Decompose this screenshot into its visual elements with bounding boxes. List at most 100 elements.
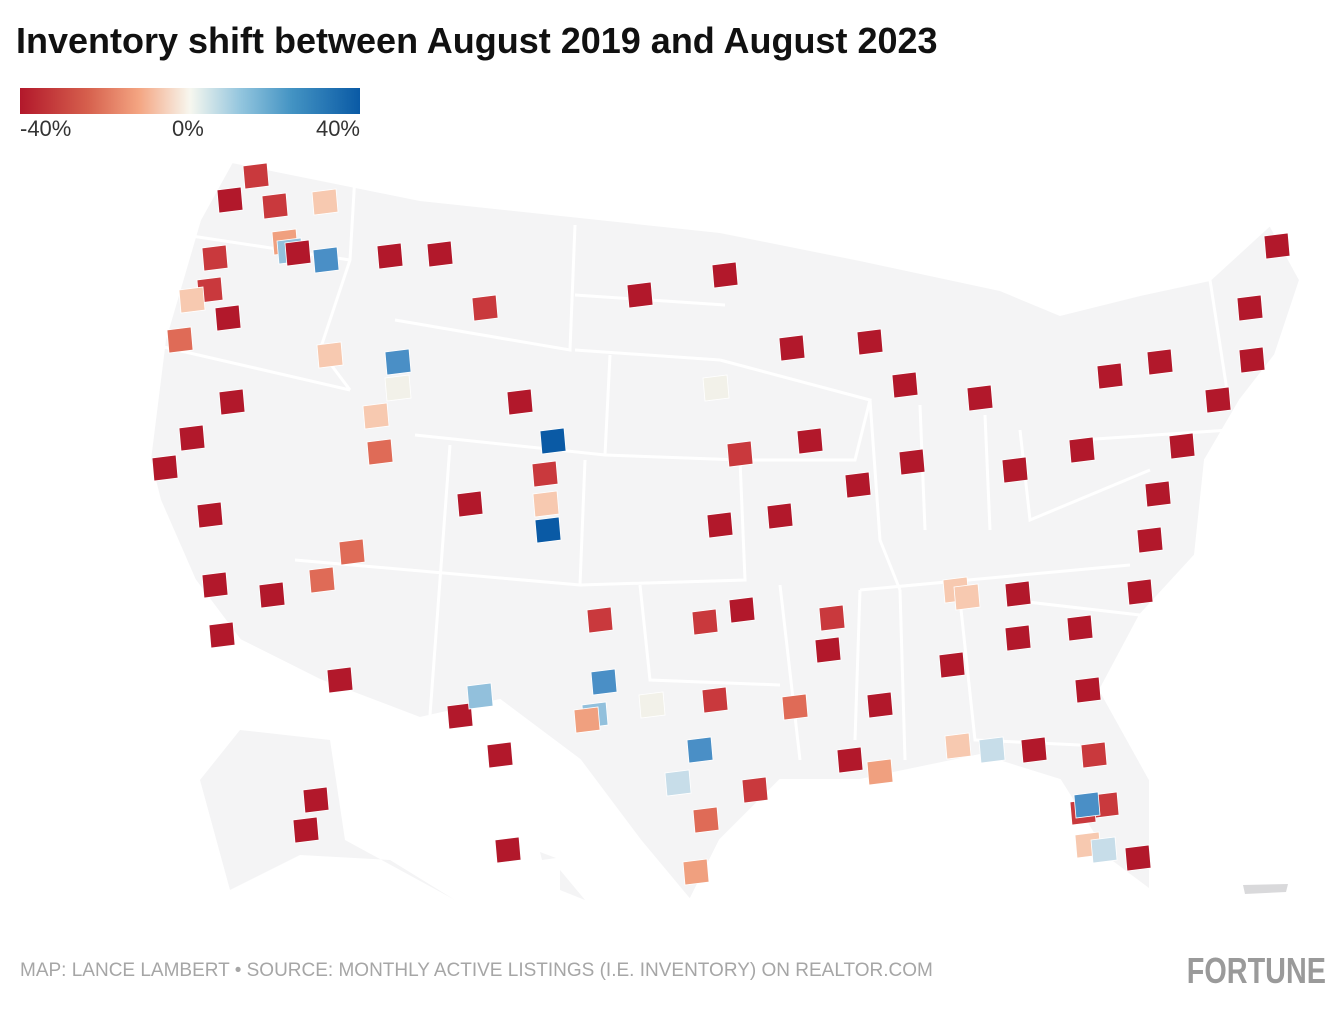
metro-region-pocatello-area[interactable]: Pocatello area: 3% [384, 374, 412, 402]
border-east [1009, 279, 1232, 617]
metro-region-honolulu-area[interactable]: Honolulu area: -40% [494, 836, 522, 864]
metro-region-anchorage-area[interactable]: Anchorage area: -40% [292, 816, 320, 844]
metro-region-sioux-falls-area[interactable]: Sioux Falls area: 3% [702, 374, 730, 402]
metro-region-boise-area[interactable]: Boise area: -8% [316, 341, 344, 369]
metro-region-chattanooga-area[interactable]: Chattanooga area: -12% [953, 583, 981, 611]
metro-region-fairbanks-area[interactable]: Fairbanks area: -40% [302, 786, 330, 814]
metro-region-atlanta-area[interactable]: Atlanta area: -40% [1004, 624, 1032, 652]
metro-region-new-york-area[interactable]: New York area: -40% [1204, 386, 1232, 414]
metro-region-kansas-city-area[interactable]: Kansas City area: -40% [766, 502, 794, 530]
metro-region-bend-area[interactable]: Bend area: -40% [214, 304, 242, 332]
metro-region-pittsburgh-area[interactable]: Pittsburgh area: -40% [1068, 436, 1096, 464]
metro-region-spokane-area[interactable]: Spokane area: -8% [311, 188, 339, 216]
metro-region-jacksonville-area[interactable]: Jacksonville area: -35% [1080, 741, 1108, 769]
metro-region-boston-area[interactable]: Boston area: -40% [1238, 346, 1266, 374]
metro-region-sacramento-area[interactable]: Sacramento area: -40% [178, 424, 206, 452]
metro-region-grand-junction-area[interactable]: Grand Junction area: -40% [456, 490, 484, 518]
metro-region-detroit-area[interactable]: Detroit area: -40% [966, 384, 994, 412]
metro-region-milwaukee-area[interactable]: Milwaukee area: -40% [856, 328, 884, 356]
metro-region-shreveport-area[interactable]: Shreveport area: -25% [781, 693, 809, 721]
metro-region-pueblo-area[interactable]: Pueblo area: 40% [534, 516, 562, 544]
metro-region-salt-lake-city-area[interactable]: Salt Lake City area: -8% [362, 402, 390, 430]
metro-region-reno-area[interactable]: Reno area: -40% [218, 388, 246, 416]
metro-region-tallahassee-area[interactable]: Tallahassee area: -40% [1020, 736, 1048, 764]
metro-region-medford-area[interactable]: Medford area: -25% [166, 326, 194, 354]
metro-region-des-moines-area[interactable]: Des Moines area: -40% [796, 427, 824, 455]
metro-region-missoula-area[interactable]: Missoula area: -40% [376, 242, 404, 270]
metro-region-philadelphia-area[interactable]: Philadelphia area: -40% [1168, 432, 1196, 460]
metro-region-lubbock-area[interactable]: Lubbock area: 28% [590, 668, 618, 696]
metro-region-new-orleans-area[interactable]: New Orleans area: -15% [866, 758, 894, 786]
metro-region-raleigh-area[interactable]: Raleigh area: -40% [1126, 578, 1154, 606]
metro-region-mobile-area[interactable]: Mobile area: -10% [944, 732, 972, 760]
metro-region-memphis-area[interactable]: Memphis area: -30% [818, 604, 846, 632]
metro-region-seattle-tacoma-area[interactable]: Seattle-Tacoma area: -40% [216, 186, 244, 214]
metro-region-albany-area[interactable]: Albany area: -40% [1146, 348, 1174, 376]
metro-region-st-louis-area[interactable]: St. Louis area: -40% [844, 471, 872, 499]
metro-region-brownsville-area[interactable]: Brownsville area: -15% [682, 858, 710, 886]
metro-region-baton-rouge-area[interactable]: Baton Rouge area: -40% [836, 746, 864, 774]
metro-region-birmingham-area[interactable]: Birmingham area: -40% [938, 651, 966, 679]
metro-region-odessa-area[interactable]: Odessa area: -18% [573, 706, 601, 734]
metro-region-chicago-area[interactable]: Chicago area: -40% [891, 371, 919, 399]
metro-region-idaho-falls-area[interactable]: Idaho Falls area: 35% [384, 348, 412, 376]
metro-region-cape-coral-area[interactable]: Cape Coral area: 10% [1090, 836, 1118, 864]
metro-region-st-george-area[interactable]: St. George area: -25% [338, 538, 366, 566]
metro-region-portland-area[interactable]: Portland area: -30% [201, 244, 229, 272]
metro-region-tulsa-area[interactable]: Tulsa area: -40% [728, 596, 756, 624]
metro-region-moscow-pullman-area[interactable]: Moscow-Pullman area: 35% [312, 246, 340, 274]
metro-region-oklahoma-city-area[interactable]: Oklahoma City area: -30% [691, 608, 719, 636]
metro-region-bellingham-area[interactable]: Bellingham area: -30% [242, 162, 270, 190]
metro-region-washington-dc-area[interactable]: Washington DC area: -40% [1144, 480, 1172, 508]
metro-region-san-francisco-bay-area[interactable]: San Francisco Bay area: -40% [151, 454, 179, 482]
metro-region-provo-area[interactable]: Provo area: -22% [366, 438, 394, 466]
metro-region-fargo-area[interactable]: Fargo area: -40% [711, 261, 739, 289]
metro-region-charlotte-area[interactable]: Charlotte area: -40% [1066, 614, 1094, 642]
metro-region-fresno-area[interactable]: Fresno area: -40% [196, 501, 224, 529]
metro-region-lewiston-area[interactable]: Lewiston area: -40% [284, 239, 312, 267]
metro-region-denver-area[interactable]: Denver area: -30% [531, 460, 559, 488]
metro-region-minneapolis-area[interactable]: Minneapolis area: -40% [778, 334, 806, 362]
metro-region-wenatchee-area[interactable]: Wenatchee area: -30% [261, 192, 289, 220]
legend-gradient-bar [20, 88, 360, 114]
metro-region-bangor-area[interactable]: Bangor area: -40% [1263, 232, 1291, 260]
metro-region-eugene-area[interactable]: Eugene area: -10% [178, 286, 206, 314]
metro-region-great-falls-area[interactable]: Great Falls area: -40% [426, 240, 454, 268]
metro-region-phoenix-area[interactable]: Phoenix area: -40% [258, 581, 286, 609]
metro-region-austin-area[interactable]: Austin area: 28% [686, 736, 714, 764]
metro-region-little-rock-area[interactable]: Little Rock area: -40% [814, 636, 842, 664]
alaska-outline [200, 730, 455, 900]
metro-region-lakeland-area[interactable]: Lakeland area: 30% [1073, 791, 1101, 819]
metro-region-el-paso-area[interactable]: El Paso area: 22% [466, 682, 494, 710]
metro-region-los-angeles-area[interactable]: Los Angeles area: -40% [201, 571, 229, 599]
metro-region-albuquerque-area[interactable]: Albuquerque area: -40% [446, 702, 474, 730]
metro-region-charleston-area[interactable]: Charleston area: -40% [1074, 676, 1102, 704]
metro-region-houston-area[interactable]: Houston area: -30% [741, 776, 769, 804]
metro-region-wichita-area[interactable]: Wichita area: -40% [706, 511, 734, 539]
metro-region-dallas-fort-worth-area[interactable]: Dallas-Fort Worth area: -30% [701, 686, 729, 714]
metro-region-columbus-area[interactable]: Columbus area: -40% [1001, 456, 1029, 484]
metro-region-san-diego-area[interactable]: San Diego area: -40% [208, 621, 236, 649]
us-metro-map: Seattle-Tacoma area: -40%Bellingham area… [148, 160, 1302, 902]
metro-region-bismarck-area[interactable]: Bismarck area: -40% [626, 281, 654, 309]
metro-region-indianapolis-area[interactable]: Indianapolis area: -40% [898, 448, 926, 476]
metro-region-omaha-area[interactable]: Omaha area: -30% [726, 440, 754, 468]
metro-region-fort-collins-area[interactable]: Fort Collins area: 40% [539, 427, 567, 455]
metro-region-billings-area[interactable]: Billings area: -35% [471, 294, 499, 322]
metro-region-miami-area[interactable]: Miami area: -40% [1124, 844, 1152, 872]
metro-region-tucson-area[interactable]: Tucson area: -40% [326, 666, 354, 694]
metro-region-portland-me-area[interactable]: Portland ME area: -40% [1236, 294, 1264, 322]
metro-region-corpus-christi-area[interactable]: Corpus Christi area: -25% [692, 806, 720, 834]
metro-region-casper-area[interactable]: Casper area: -38% [506, 388, 534, 416]
metro-region-las-vegas-area[interactable]: Las Vegas area: -20% [308, 566, 336, 594]
metro-region-amarillo-area[interactable]: Amarillo area: -30% [586, 606, 614, 634]
metro-region-san-antonio-area[interactable]: San Antonio area: 12% [664, 769, 692, 797]
metro-region-buffalo-area[interactable]: Buffalo area: -40% [1096, 362, 1124, 390]
metro-region-san-angelo-area[interactable]: San Angelo area: 2% [638, 691, 666, 719]
metro-region-santa-fe-area[interactable]: Santa Fe area: -40% [486, 741, 514, 769]
metro-region-knoxville-area[interactable]: Knoxville area: -40% [1004, 580, 1032, 608]
metro-region-richmond-area[interactable]: Richmond area: -40% [1136, 526, 1164, 554]
metro-region-colorado-springs-area[interactable]: Colorado Springs area: -5% [532, 490, 560, 518]
metro-region-jackson-area[interactable]: Jackson area: -40% [866, 691, 894, 719]
metro-region-pensacola-area[interactable]: Pensacola area: 10% [978, 736, 1006, 764]
